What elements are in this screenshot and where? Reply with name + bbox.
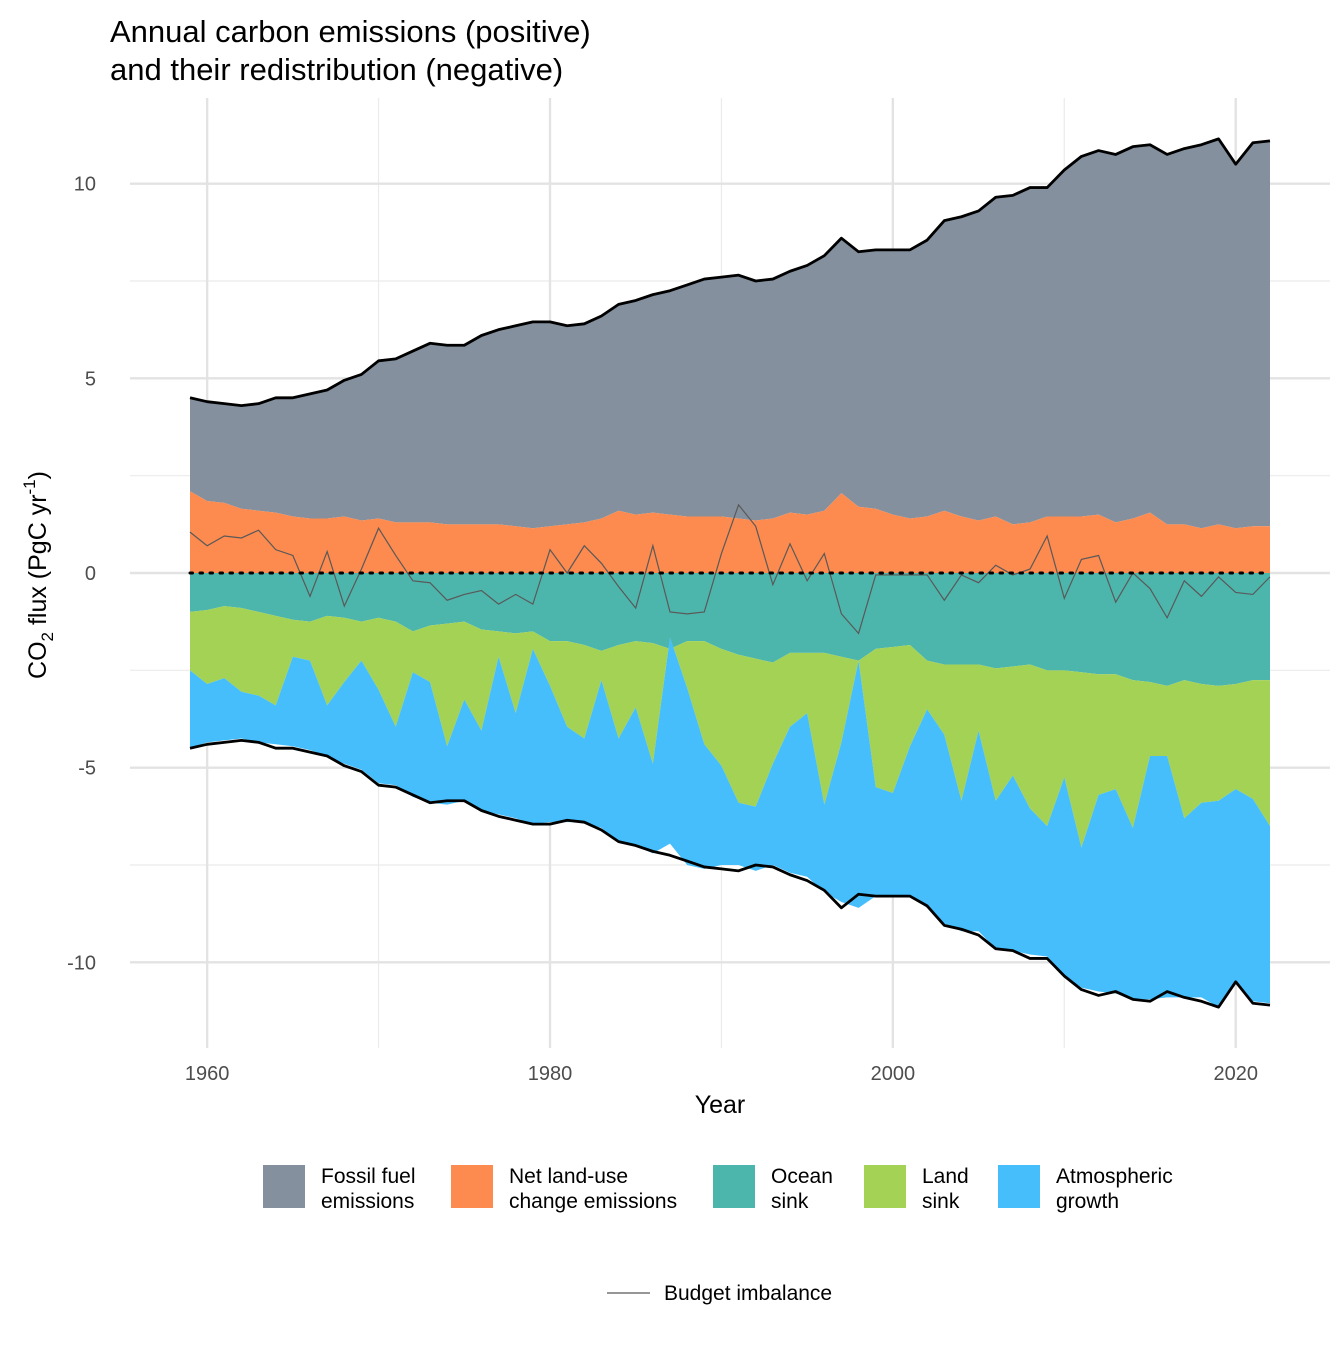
budget-imbalance-line bbox=[189, 503, 1271, 635]
legend-label: Land bbox=[922, 1165, 969, 1188]
legend-swatch bbox=[713, 1165, 755, 1208]
legend-swatch bbox=[864, 1165, 906, 1208]
stacked-areas bbox=[190, 138, 1270, 1008]
legend-label: Ocean bbox=[771, 1165, 833, 1188]
y-axis-title-end: ) bbox=[24, 471, 52, 479]
legend-label: Fossil fuel bbox=[321, 1165, 416, 1188]
y-axis-title-sub: 2 bbox=[38, 632, 57, 641]
x-tick-label: 1980 bbox=[528, 1063, 573, 1085]
title-line-1: Annual carbon emissions (positive) bbox=[110, 14, 591, 49]
sinks-total-line bbox=[189, 739, 1271, 1009]
x-tick-label: 1960 bbox=[185, 1063, 230, 1085]
area-ocean-sink bbox=[190, 573, 1270, 686]
legend-label: growth bbox=[1056, 1190, 1119, 1213]
legend-label: Net land-use bbox=[509, 1165, 628, 1188]
legend-swatch bbox=[998, 1165, 1040, 1208]
chart-title: Annual carbon emissions (positive) and t… bbox=[110, 14, 591, 87]
legend-label: emissions bbox=[321, 1190, 414, 1213]
legend-label: change emissions bbox=[509, 1190, 677, 1213]
y-tick-label: -10 bbox=[67, 952, 96, 974]
outline-lines bbox=[188, 137, 1272, 1009]
y-tick-label: 10 bbox=[74, 174, 96, 196]
x-axis-ticks: 1960 1980 2000 2020 bbox=[185, 1063, 1258, 1085]
legend-budget-imbalance: Budget imbalance bbox=[607, 1282, 832, 1305]
legend-label: sink bbox=[771, 1190, 809, 1213]
legend-label: Atmospheric bbox=[1056, 1165, 1173, 1188]
y-tick-label: -5 bbox=[78, 758, 96, 780]
legend-label: sink bbox=[922, 1190, 960, 1213]
y-axis-title: CO2 flux (PgC yr-1) bbox=[20, 471, 57, 679]
emissions-total-line bbox=[189, 137, 1271, 407]
y-axis-ticks: 10 5 0 -5 -10 bbox=[67, 174, 96, 975]
y-axis-title-main: CO bbox=[24, 641, 52, 679]
x-axis-title: Year bbox=[695, 1091, 746, 1119]
y-tick-label: 5 bbox=[85, 368, 96, 390]
area-fossil-fuel-emissions bbox=[190, 138, 1270, 529]
area-land-sink bbox=[190, 606, 1270, 848]
legend-swatch bbox=[263, 1165, 305, 1208]
title-line-2: and their redistribution (negative) bbox=[110, 52, 563, 87]
legend-swatch bbox=[451, 1165, 493, 1208]
y-tick-label: 0 bbox=[85, 563, 96, 585]
y-axis-title-sup: -1 bbox=[20, 479, 39, 494]
x-tick-label: 2000 bbox=[871, 1063, 916, 1085]
area-atmospheric-growth bbox=[190, 637, 1270, 1008]
x-tick-label: 2020 bbox=[1213, 1063, 1258, 1085]
legend-label: Budget imbalance bbox=[664, 1282, 832, 1305]
area-net-land-use-change-emissions bbox=[190, 491, 1270, 573]
y-axis-title-rest: flux (PgC yr bbox=[24, 494, 52, 632]
